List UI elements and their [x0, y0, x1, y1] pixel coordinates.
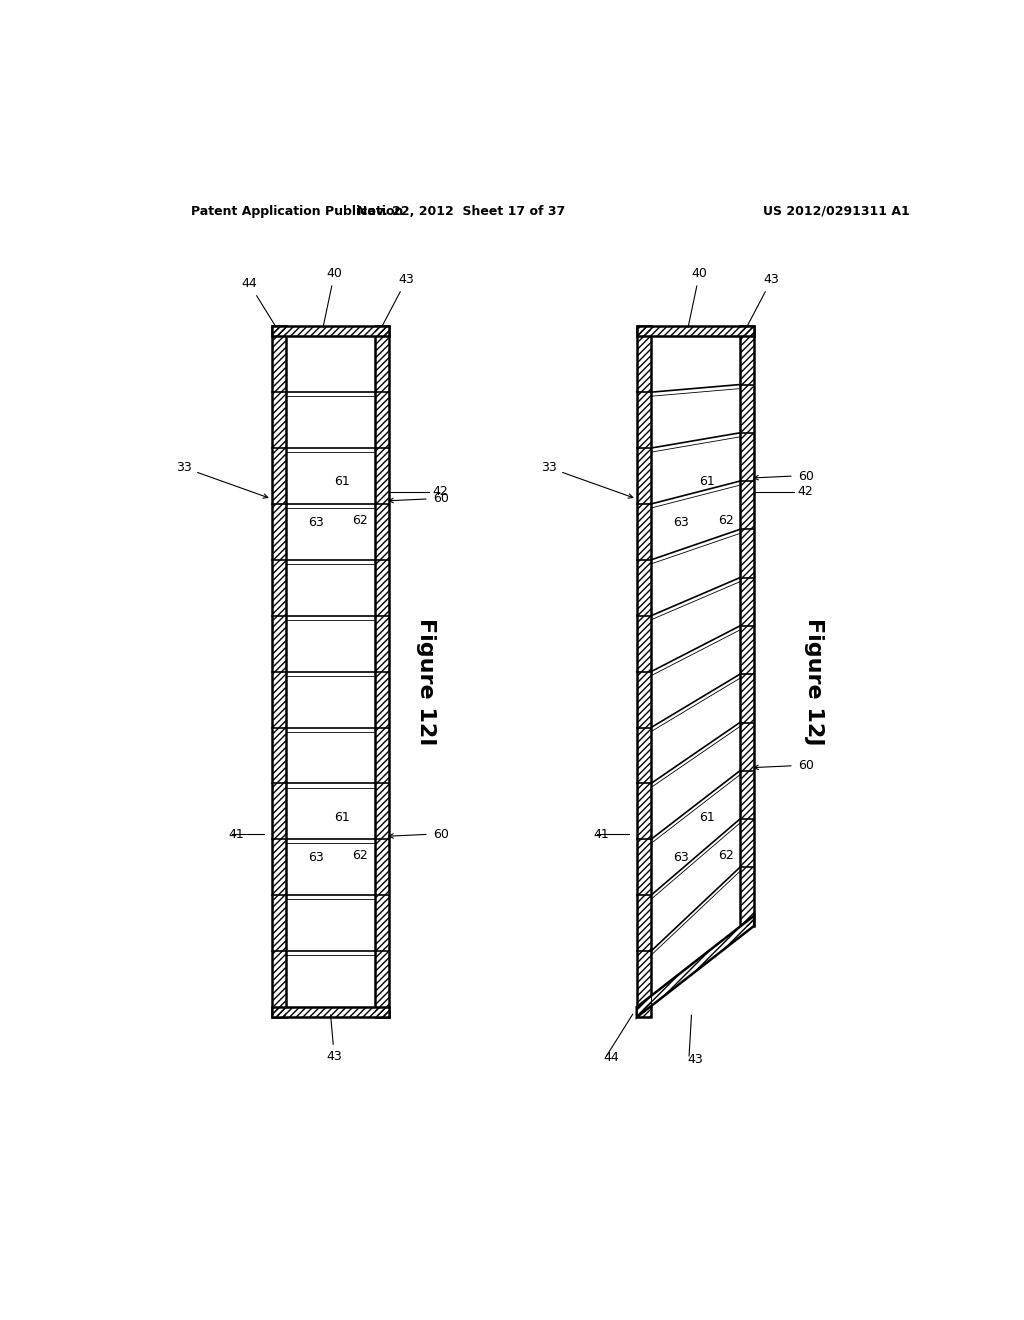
- Bar: [637, 326, 754, 337]
- Text: 43: 43: [382, 273, 415, 326]
- Bar: [271, 326, 389, 337]
- Text: Figure 12I: Figure 12I: [416, 618, 435, 746]
- Text: 63: 63: [673, 851, 689, 865]
- Polygon shape: [637, 916, 754, 1018]
- Text: 61: 61: [334, 810, 350, 824]
- Text: Patent Application Publication: Patent Application Publication: [191, 205, 403, 218]
- Text: 42: 42: [798, 486, 813, 499]
- Bar: [271, 326, 389, 337]
- Text: 42: 42: [433, 486, 449, 499]
- Bar: [740, 326, 754, 925]
- Bar: [271, 326, 286, 1018]
- Bar: [271, 1007, 389, 1018]
- Text: 44: 44: [242, 277, 275, 327]
- Bar: [375, 326, 389, 1018]
- Text: 41: 41: [593, 828, 609, 841]
- Text: 43: 43: [687, 1053, 703, 1067]
- Bar: [740, 326, 754, 925]
- Bar: [637, 326, 651, 1018]
- Text: 62: 62: [352, 513, 369, 527]
- Text: 63: 63: [308, 851, 324, 865]
- Bar: [271, 1007, 389, 1018]
- Text: 61: 61: [699, 475, 715, 488]
- Bar: [375, 326, 389, 1018]
- Text: Nov. 22, 2012  Sheet 17 of 37: Nov. 22, 2012 Sheet 17 of 37: [357, 205, 565, 218]
- Text: 43: 43: [327, 1015, 342, 1063]
- Text: 43: 43: [746, 273, 779, 326]
- Text: 60: 60: [433, 492, 449, 506]
- Text: 33: 33: [176, 461, 268, 498]
- Text: 60: 60: [433, 828, 449, 841]
- Bar: [637, 326, 754, 337]
- Text: 63: 63: [673, 516, 689, 529]
- Text: 40: 40: [323, 268, 342, 327]
- Text: 62: 62: [352, 849, 369, 862]
- Text: 61: 61: [699, 810, 715, 824]
- Text: 62: 62: [718, 513, 733, 527]
- Text: 33: 33: [542, 461, 633, 498]
- Text: 44: 44: [603, 1052, 620, 1064]
- Bar: [271, 326, 286, 1018]
- Text: 62: 62: [718, 849, 733, 862]
- Text: 63: 63: [308, 516, 324, 529]
- Text: Figure 12J: Figure 12J: [805, 618, 824, 746]
- Text: 40: 40: [688, 268, 708, 327]
- Text: 41: 41: [228, 828, 244, 841]
- Text: US 2012/0291311 A1: US 2012/0291311 A1: [763, 205, 909, 218]
- Text: 60: 60: [798, 759, 814, 772]
- Text: 61: 61: [334, 475, 350, 488]
- Text: 60: 60: [798, 470, 814, 483]
- Bar: [637, 326, 651, 1018]
